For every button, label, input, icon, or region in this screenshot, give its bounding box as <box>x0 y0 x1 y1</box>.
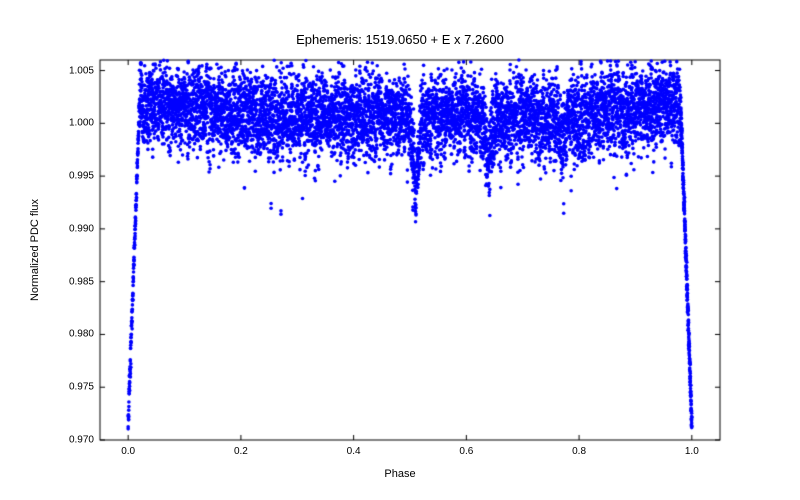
chart-title: Ephemeris: 1519.0650 + E x 7.2600 <box>0 32 800 47</box>
y-axis-label: Normalized PDC flux <box>29 199 41 301</box>
x-tick-label: 0.8 <box>572 446 586 457</box>
y-tick-label: 0.975 <box>58 382 94 393</box>
y-tick-label: 0.995 <box>58 171 94 182</box>
x-tick-label: 0.2 <box>234 446 248 457</box>
y-tick-label: 1.000 <box>58 118 94 129</box>
x-axis-label: Phase <box>0 468 800 480</box>
y-tick-label: 0.970 <box>58 435 94 446</box>
plot-canvas <box>0 0 800 500</box>
chart-container: Ephemeris: 1519.0650 + E x 7.2600 Normal… <box>0 0 800 500</box>
y-tick-label: 0.980 <box>58 329 94 340</box>
y-tick-label: 1.005 <box>58 65 94 76</box>
x-tick-label: 0.6 <box>459 446 473 457</box>
x-tick-label: 0.0 <box>121 446 135 457</box>
x-tick-label: 0.4 <box>347 446 361 457</box>
y-tick-label: 0.990 <box>58 223 94 234</box>
x-tick-label: 1.0 <box>685 446 699 457</box>
y-tick-label: 0.985 <box>58 276 94 287</box>
